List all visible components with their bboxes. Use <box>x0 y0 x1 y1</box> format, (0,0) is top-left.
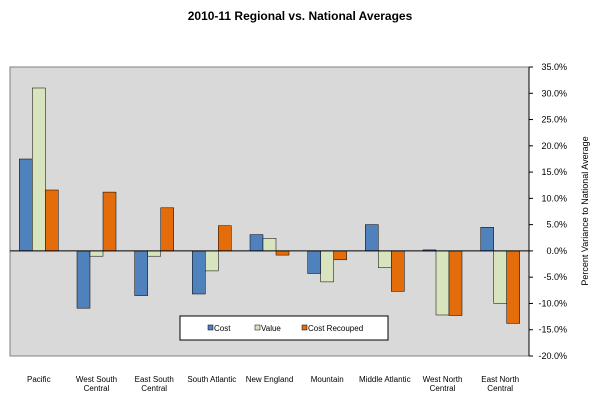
bar-cost-recouped-5 <box>333 250 347 261</box>
bar-value-6 <box>378 250 392 268</box>
bar-cost-recouped-3 <box>218 225 232 252</box>
category-label: Mountain <box>311 375 344 384</box>
bar-value-2 <box>147 250 161 257</box>
legend-label-value: Value <box>261 324 281 333</box>
y-tick-label: 10.0% <box>541 193 567 203</box>
bar-cost-recouped-2 <box>160 207 174 252</box>
bar-cost-recouped-8 <box>506 250 520 324</box>
y-axis: 35.0% 30.0% 25.0% 20.0% 15.0% 10.0% 5.0% 0.0% -5… <box>529 62 567 361</box>
bar-value-8 <box>493 250 507 304</box>
bar-value-4 <box>262 238 277 252</box>
y-axis-label: Percent Variance to National Average <box>580 136 590 285</box>
bar-cost-recouped-7 <box>448 250 463 316</box>
category-label: West South <box>76 375 117 384</box>
bar-value-0 <box>32 87 46 252</box>
legend-swatch-cost-recouped <box>301 324 308 331</box>
bars <box>19 87 520 324</box>
bar-value-7 <box>435 250 450 316</box>
bar-value-3 <box>205 250 219 272</box>
category-label: East North <box>481 375 519 384</box>
category-label: West North <box>423 375 463 384</box>
y-tick-label: 35.0% <box>541 62 567 72</box>
legend-label-cost-recouped: Cost Recouped <box>308 324 363 333</box>
bar-cost-0 <box>19 158 33 252</box>
bar-cost-recouped-6 <box>391 250 405 292</box>
category-label: Middle Atlantic <box>359 375 411 384</box>
category-label: East South <box>135 375 174 384</box>
y-tick-label: 20.0% <box>541 141 567 151</box>
legend-box <box>179 315 389 341</box>
legend-swatch-value <box>254 324 261 331</box>
bar-cost-6 <box>365 224 379 252</box>
category-label: Central <box>84 384 110 393</box>
y-tick-label: 30.0% <box>541 88 567 98</box>
chart-title: 2010-11 Regional vs. National Averages <box>188 9 413 23</box>
y-tick-label: -10.0% <box>538 299 567 309</box>
category-label: Pacific <box>27 375 51 384</box>
bar-cost-1 <box>76 250 91 309</box>
bar-cost-4 <box>249 234 264 252</box>
bar-cost-recouped-0 <box>45 189 59 252</box>
y-tick-label: -20.0% <box>538 351 567 361</box>
bar-cost-recouped-1 <box>102 191 117 252</box>
legend: Cost Value Cost Recouped <box>179 315 389 341</box>
bar-value-1 <box>89 250 104 257</box>
category-label: South Atlantic <box>187 375 236 384</box>
category-label: New England <box>246 375 294 384</box>
legend-label-cost: Cost <box>214 324 231 333</box>
category-label: Central <box>430 384 456 393</box>
category-label: Central <box>487 384 513 393</box>
y-tick-label: 0.0% <box>546 246 567 256</box>
y-tick-label: 5.0% <box>546 220 567 230</box>
y-tick-label: -5.0% <box>543 272 567 282</box>
bar-cost-2 <box>134 250 148 296</box>
y-tick-label: 15.0% <box>541 167 567 177</box>
bar-cost-5 <box>307 250 321 274</box>
y-tick-label: 25.0% <box>541 115 567 125</box>
bar-cost-recouped-4 <box>275 250 290 256</box>
bar-cost-3 <box>192 250 206 295</box>
bar-cost-8 <box>480 227 494 252</box>
y-tick-label: -15.0% <box>538 325 567 335</box>
category-label: Central <box>141 384 167 393</box>
legend-swatch-cost <box>207 324 214 331</box>
bar-value-5 <box>320 250 334 283</box>
